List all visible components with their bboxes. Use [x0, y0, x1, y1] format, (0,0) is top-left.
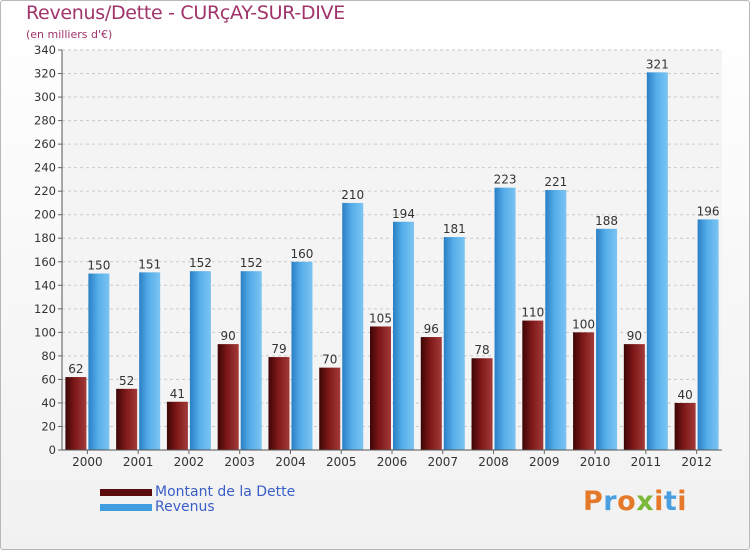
y-tick-label: 120	[34, 302, 56, 316]
bar-debt	[268, 357, 290, 450]
x-tick-label: 2005	[326, 455, 357, 469]
data-label-debt: 52	[119, 374, 134, 388]
bar-revenue	[697, 219, 719, 450]
data-label-revenue: 160	[291, 247, 314, 261]
data-label-debt: 100	[572, 317, 595, 331]
y-tick-label: 100	[34, 325, 56, 339]
chart-title: Revenus/Dette - CURçAY-SUR-DIVE	[26, 2, 345, 24]
bar-debt	[623, 344, 645, 450]
y-tick-label: 160	[34, 255, 56, 269]
legend-label-revenue: Revenus	[155, 499, 215, 515]
data-label-debt: 90	[627, 329, 642, 343]
data-label-revenue: 181	[443, 222, 466, 236]
data-label-debt: 105	[369, 311, 392, 325]
data-label-revenue: 152	[189, 256, 212, 270]
data-label-revenue: 188	[595, 214, 618, 228]
x-tick-label: 2011	[631, 455, 662, 469]
y-tick-label: 240	[34, 161, 56, 175]
y-tick-label: 260	[34, 137, 56, 151]
logo-letter: r	[603, 486, 618, 517]
bar-debt	[522, 320, 544, 450]
data-label-revenue: 221	[544, 175, 567, 189]
y-tick-label: 340	[34, 43, 56, 57]
x-tick-label: 2000	[72, 455, 103, 469]
x-tick-label: 2009	[529, 455, 560, 469]
legend-swatch-revenue	[100, 504, 152, 511]
legend-label-debt: Montant de la Dette	[155, 484, 296, 500]
x-tick-label: 2007	[427, 455, 458, 469]
data-label-debt: 110	[521, 306, 544, 320]
bar-revenue	[596, 228, 618, 450]
y-tick-label: 20	[41, 419, 56, 433]
data-label-debt: 62	[68, 362, 83, 376]
x-tick-label: 2010	[580, 455, 611, 469]
y-tick-label: 0	[49, 443, 56, 457]
bar-revenue	[443, 237, 465, 450]
x-tick-label: 2001	[123, 455, 154, 469]
bar-revenue	[88, 273, 110, 450]
data-label-revenue: 152	[240, 256, 263, 270]
bar-revenue	[291, 261, 313, 450]
logo-letter: P	[583, 486, 604, 517]
y-tick-label: 320	[34, 67, 56, 81]
bar-revenue	[545, 190, 567, 450]
chart-subtitle: (en milliers d'€)	[26, 28, 113, 41]
y-tick-label: 180	[34, 231, 56, 245]
bar-revenue	[240, 271, 262, 450]
bar-debt	[65, 377, 87, 450]
plot-area	[62, 50, 722, 450]
y-tick-label: 300	[34, 90, 56, 104]
data-label-debt: 41	[170, 387, 185, 401]
x-tick-label: 2002	[174, 455, 205, 469]
bar-revenue	[189, 271, 211, 450]
bar-revenue	[342, 202, 364, 450]
data-label-revenue: 223	[494, 173, 517, 187]
x-tick-label: 2003	[224, 455, 255, 469]
bar-debt	[319, 367, 341, 450]
bar-debt	[471, 358, 493, 450]
x-tick-label: 2006	[377, 455, 408, 469]
data-label-revenue: 151	[138, 257, 161, 271]
logo-letter: i	[677, 486, 688, 517]
data-label-debt: 70	[322, 353, 337, 367]
data-label-debt: 78	[474, 343, 489, 357]
y-tick-label: 220	[34, 184, 56, 198]
y-tick-label: 280	[34, 114, 56, 128]
y-tick-label: 60	[41, 372, 56, 386]
bar-debt	[420, 337, 442, 450]
y-tick-label: 80	[41, 349, 56, 363]
bar-debt	[116, 388, 138, 450]
bar-revenue	[393, 221, 414, 450]
data-label-debt: 40	[677, 388, 692, 402]
logo-letter: t	[663, 486, 678, 517]
bar-debt	[674, 402, 696, 450]
bar-debt	[573, 332, 595, 450]
logo-letter: o	[617, 486, 637, 517]
bar-debt	[217, 344, 239, 450]
data-label-revenue: 194	[392, 207, 415, 221]
x-tick-label: 2008	[478, 455, 509, 469]
data-label-revenue: 210	[341, 188, 364, 202]
legend-swatch-debt	[100, 489, 152, 496]
bar-revenue	[646, 72, 668, 451]
y-tick-label: 140	[34, 278, 56, 292]
data-label-debt: 79	[271, 342, 286, 356]
data-label-revenue: 321	[646, 57, 669, 71]
data-label-revenue: 196	[697, 204, 720, 218]
logo-letter: i	[654, 486, 664, 517]
bar-revenue	[139, 272, 161, 450]
bar-debt	[166, 401, 188, 450]
data-label-debt: 96	[424, 322, 439, 336]
logo-letter: x	[636, 486, 655, 517]
data-label-debt: 90	[221, 329, 236, 343]
y-tick-label: 200	[34, 208, 56, 222]
bar-revenue	[494, 187, 516, 450]
data-label-revenue: 150	[87, 259, 110, 273]
x-tick-label: 2004	[275, 455, 306, 469]
bar-debt	[370, 326, 391, 450]
proxiti-logo: Proxiti	[583, 486, 687, 517]
x-tick-label: 2012	[681, 455, 712, 469]
y-tick-label: 40	[41, 396, 56, 410]
